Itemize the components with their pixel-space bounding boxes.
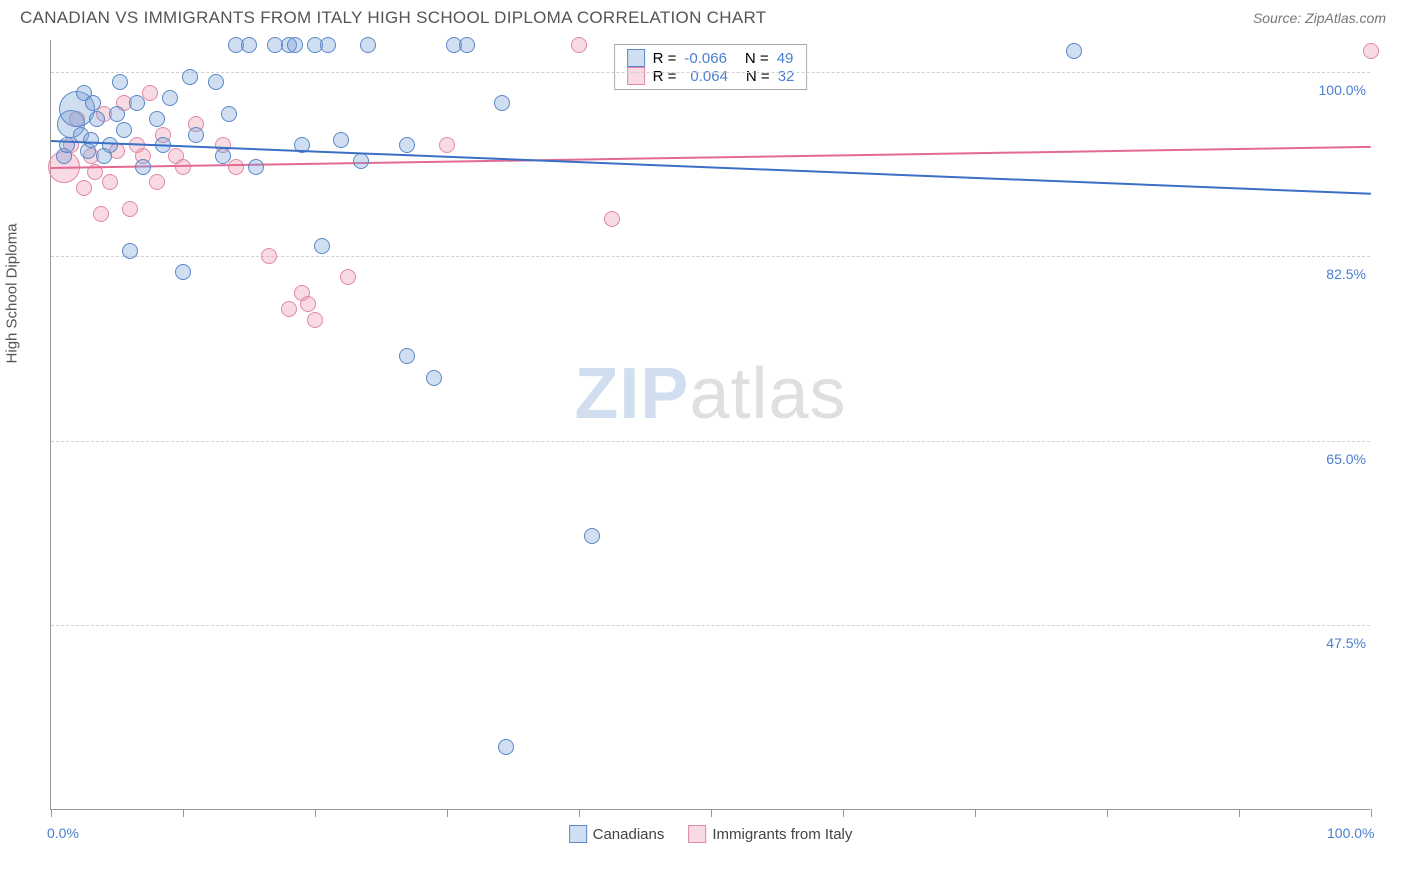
x-tick xyxy=(1107,809,1108,817)
scatter-point-canadians xyxy=(494,95,510,111)
scatter-point-italy xyxy=(261,248,277,264)
legend-row-italy: R = 0.064 N = 32 xyxy=(627,67,795,85)
x-tick xyxy=(447,809,448,817)
series-legend: Canadians Immigrants from Italy xyxy=(569,825,853,843)
scatter-point-canadians xyxy=(459,37,475,53)
gridline xyxy=(51,625,1370,626)
gridline xyxy=(51,72,1370,73)
scatter-point-italy xyxy=(307,312,323,328)
scatter-point-canadians xyxy=(584,528,600,544)
scatter-point-italy xyxy=(439,137,455,153)
scatter-point-italy xyxy=(122,201,138,217)
scatter-point-canadians xyxy=(1066,43,1082,59)
x-tick xyxy=(51,809,52,817)
x-tick xyxy=(315,809,316,817)
scatter-point-italy xyxy=(281,301,297,317)
scatter-point-canadians xyxy=(83,132,99,148)
scatter-point-canadians xyxy=(248,159,264,175)
scatter-point-canadians xyxy=(112,74,128,90)
scatter-point-canadians xyxy=(122,243,138,259)
x-tick xyxy=(975,809,976,817)
scatter-point-canadians xyxy=(102,137,118,153)
scatter-point-italy xyxy=(102,174,118,190)
x-tick xyxy=(579,809,580,817)
scatter-point-italy xyxy=(149,174,165,190)
watermark: ZIPatlas xyxy=(574,353,846,435)
swatch-canadians-bottom xyxy=(569,825,587,843)
scatter-point-canadians xyxy=(116,122,132,138)
scatter-point-canadians xyxy=(399,348,415,364)
scatter-point-italy xyxy=(142,85,158,101)
scatter-point-italy xyxy=(228,159,244,175)
scatter-point-canadians xyxy=(353,153,369,169)
y-axis-label: High School Diploma xyxy=(4,223,21,363)
scatter-point-canadians xyxy=(360,37,376,53)
scatter-point-italy xyxy=(1363,43,1379,59)
legend-row-canadians: R = -0.066 N = 49 xyxy=(627,49,795,67)
swatch-italy xyxy=(627,67,645,85)
scatter-point-canadians xyxy=(89,111,105,127)
scatter-point-canadians xyxy=(333,132,349,148)
x-tick xyxy=(183,809,184,817)
scatter-plot: ZIPatlas R = -0.066 N = 49 R = 0.064 N =… xyxy=(50,40,1370,810)
scatter-point-canadians xyxy=(287,37,303,53)
chart-source: Source: ZipAtlas.com xyxy=(1253,10,1386,26)
scatter-point-canadians xyxy=(314,238,330,254)
chart-container: High School Diploma ZIPatlas R = -0.066 … xyxy=(50,40,1386,810)
y-tick-label: 100.0% xyxy=(1319,82,1366,98)
scatter-point-italy xyxy=(93,206,109,222)
x-tick xyxy=(711,809,712,817)
scatter-point-canadians xyxy=(149,111,165,127)
gridline xyxy=(51,441,1370,442)
scatter-point-canadians xyxy=(162,90,178,106)
scatter-point-canadians xyxy=(129,95,145,111)
legend-item-italy: Immigrants from Italy xyxy=(688,825,852,843)
scatter-point-canadians xyxy=(498,739,514,755)
x-tick xyxy=(843,809,844,817)
scatter-point-canadians xyxy=(175,264,191,280)
x-tick xyxy=(1371,809,1372,817)
y-tick-label: 82.5% xyxy=(1326,266,1366,282)
x-tick-label: 100.0% xyxy=(1327,825,1374,841)
swatch-canadians xyxy=(627,49,645,67)
legend-item-canadians: Canadians xyxy=(569,825,665,843)
scatter-point-canadians xyxy=(241,37,257,53)
scatter-point-italy xyxy=(571,37,587,53)
x-tick xyxy=(1239,809,1240,817)
scatter-point-canadians xyxy=(320,37,336,53)
y-tick-label: 65.0% xyxy=(1326,451,1366,467)
scatter-point-canadians xyxy=(215,148,231,164)
scatter-point-canadians xyxy=(85,95,101,111)
x-tick-label: 0.0% xyxy=(47,825,79,841)
scatter-point-italy xyxy=(604,211,620,227)
scatter-point-canadians xyxy=(399,137,415,153)
scatter-point-italy xyxy=(300,296,316,312)
scatter-point-canadians xyxy=(109,106,125,122)
chart-header: CANADIAN VS IMMIGRANTS FROM ITALY HIGH S… xyxy=(0,0,1406,28)
scatter-point-canadians xyxy=(426,370,442,386)
scatter-point-canadians xyxy=(221,106,237,122)
y-tick-label: 47.5% xyxy=(1326,635,1366,651)
correlation-legend: R = -0.066 N = 49 R = 0.064 N = 32 xyxy=(614,44,808,90)
scatter-point-canadians xyxy=(182,69,198,85)
chart-title: CANADIAN VS IMMIGRANTS FROM ITALY HIGH S… xyxy=(20,8,766,28)
scatter-point-italy xyxy=(76,180,92,196)
gridline xyxy=(51,256,1370,257)
scatter-point-italy xyxy=(340,269,356,285)
scatter-point-canadians xyxy=(135,159,151,175)
scatter-point-canadians xyxy=(208,74,224,90)
swatch-italy-bottom xyxy=(688,825,706,843)
scatter-point-canadians xyxy=(188,127,204,143)
